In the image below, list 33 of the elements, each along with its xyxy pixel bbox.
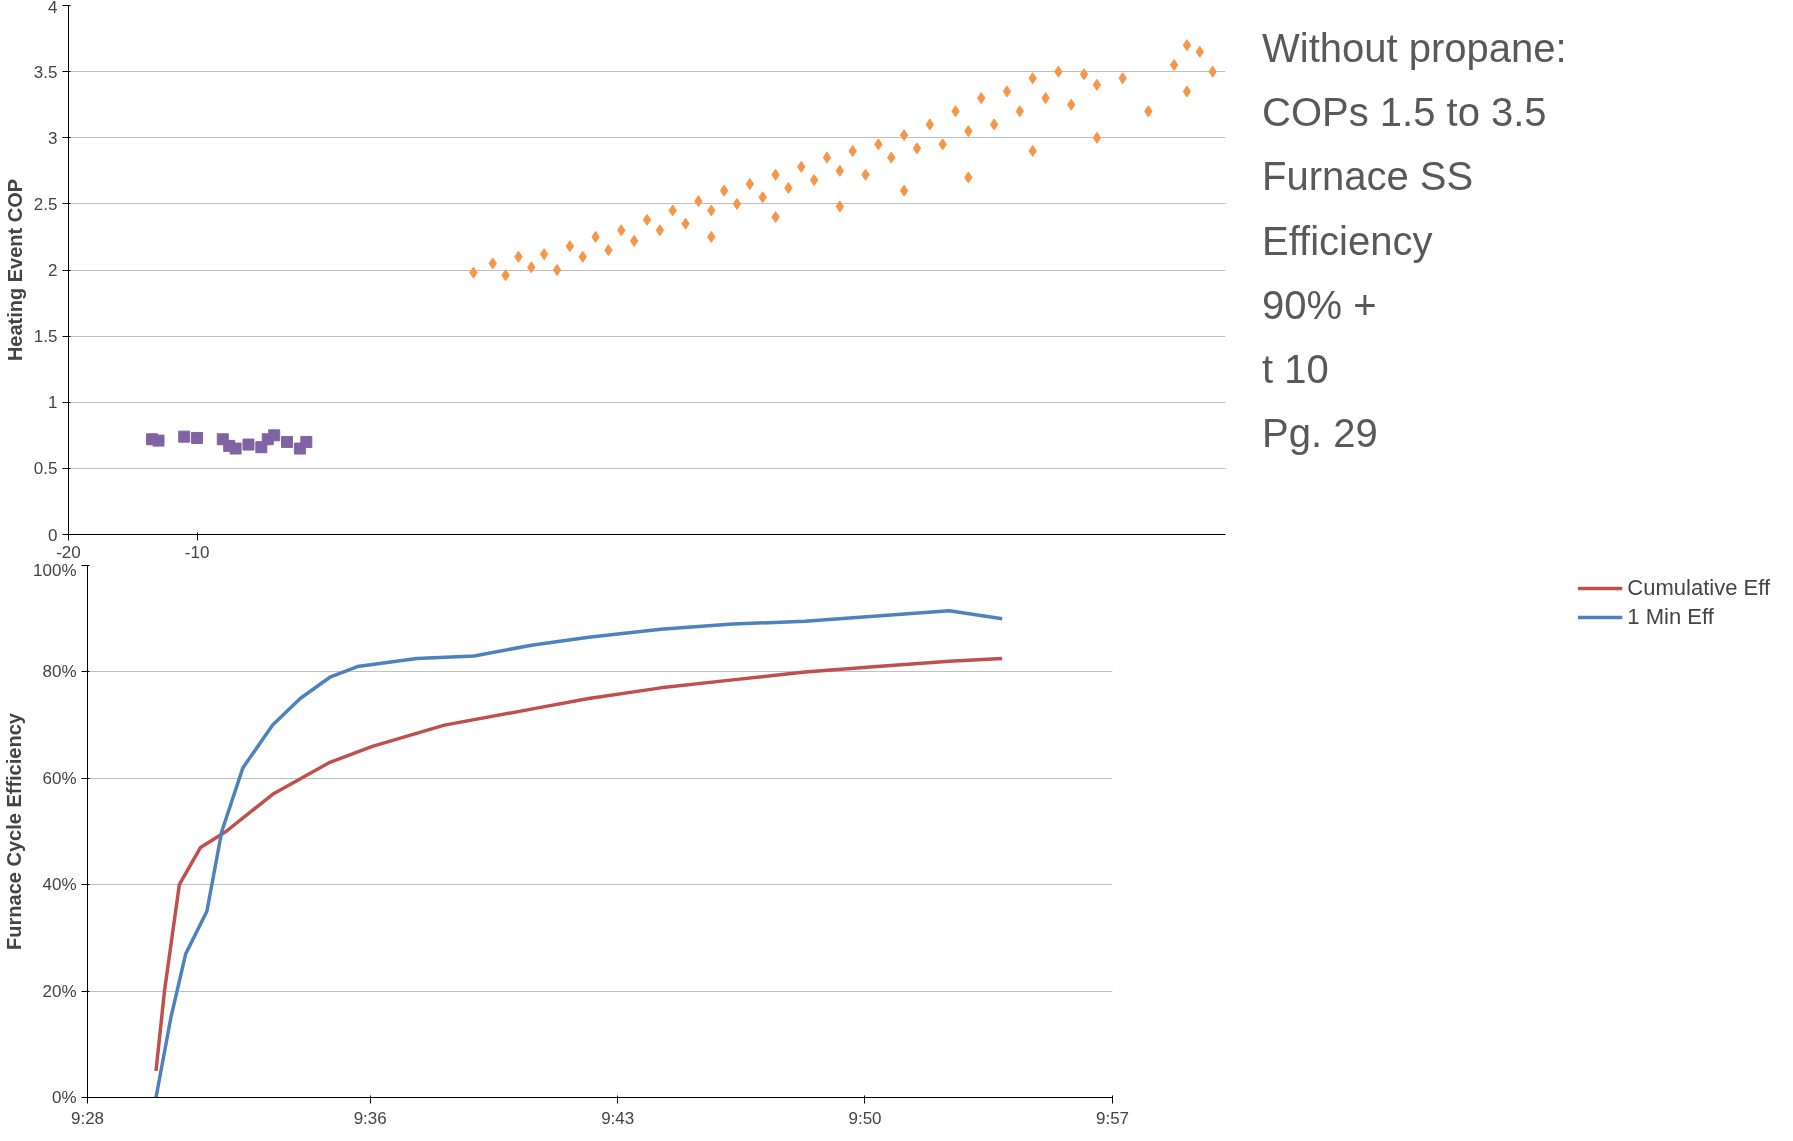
y-tick-label: 2 [48, 261, 58, 280]
y-tick-label: 3.5 [33, 62, 58, 82]
x-tick-label: 9:43 [601, 1108, 635, 1128]
y-tick-label: 0.5 [33, 459, 58, 479]
y-tick-label: 100% [33, 560, 77, 580]
text: t 10 [1262, 347, 1329, 391]
legend-label: 1 Min Eff [1627, 604, 1714, 630]
y-tick-label: 0 [48, 525, 58, 545]
x-tick-label: 9:57 [1095, 1108, 1130, 1128]
y-axis-title: Heating Event COP [3, 178, 26, 362]
x-tick-label: 9:50 [848, 1108, 882, 1128]
y-axis-title: Furnace Cycle Efficiency [3, 712, 26, 950]
y-tick-label: 4 [48, 0, 58, 17]
legend-label: Cumulative Eff [1627, 575, 1770, 601]
x-tick-label: -20 [56, 542, 81, 562]
y-tick-label: 20% [42, 981, 77, 1001]
y-tick-label: 3 [48, 128, 58, 148]
y-tick-label: 60% [42, 768, 77, 788]
y-tick-label: 1.5 [33, 327, 58, 347]
y-tick-label: 0% [51, 1088, 77, 1107]
text: Pg. 29 [1262, 411, 1378, 456]
y-tick-label: 2.5 [33, 194, 58, 214]
text: 90% + [1262, 282, 1377, 327]
y-tick-label: 1 [48, 393, 58, 413]
text: COPs 1.5 to 3.5 [1262, 90, 1547, 135]
text: Without propane: [1262, 25, 1567, 70]
y-tick-label: 80% [42, 662, 77, 682]
x-tick-label: -10 [184, 542, 210, 562]
x-tick-label: 9:28 [70, 1108, 105, 1128]
x-tick-label: 9:36 [353, 1108, 387, 1128]
text: Efficiency [1262, 218, 1433, 263]
y-tick-label: 40% [42, 875, 77, 895]
text: Furnace SS [1262, 154, 1474, 199]
